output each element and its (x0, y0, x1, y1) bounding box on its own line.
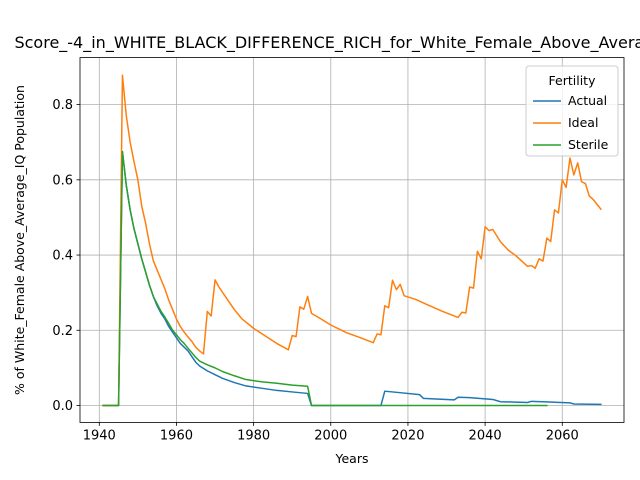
x-tick-label: 1980 (237, 428, 270, 443)
legend-label-actual: Actual (568, 93, 607, 108)
legend-label-sterile: Sterile (568, 137, 609, 152)
x-tick-label: 1960 (160, 428, 193, 443)
y-tick-label: 0.2 (52, 324, 73, 339)
x-tick-label: 1940 (83, 428, 116, 443)
series-line-ideal (102, 74, 602, 407)
y-tick-label: 0.0 (52, 399, 73, 414)
y-tick-label: 0.6 (52, 173, 73, 188)
legend-label-ideal: Ideal (568, 115, 598, 130)
x-tick-label: 2060 (546, 428, 579, 443)
legend-title: Fertility (549, 73, 597, 88)
axis-ticks: 1940 1960 1980 2000 2020 2040 2060 0.0 0.2 0.4 0.6… (52, 98, 579, 443)
plot-frame (79, 57, 625, 423)
legend: Fertility Actual Ideal Sterile (525, 65, 619, 157)
y-axis-label: % of White_Female Above_Average_IQ Popul… (12, 85, 27, 395)
series-lines (102, 74, 602, 407)
x-tick-label: 2020 (391, 428, 424, 443)
x-tick-label: 2040 (469, 428, 502, 443)
x-tick-label: 2000 (314, 428, 347, 443)
x-axis-label: Years (335, 451, 369, 466)
series-line-sterile (102, 150, 548, 407)
y-tick-label: 0.4 (52, 249, 73, 264)
y-tick-label: 0.8 (52, 98, 73, 113)
legend-box (525, 65, 619, 157)
chart-title: Score_-4_in_WHITE_BLACK_DIFFERENCE_RICH_… (14, 33, 640, 53)
legend-entries: Actual Ideal Sterile (533, 93, 609, 152)
